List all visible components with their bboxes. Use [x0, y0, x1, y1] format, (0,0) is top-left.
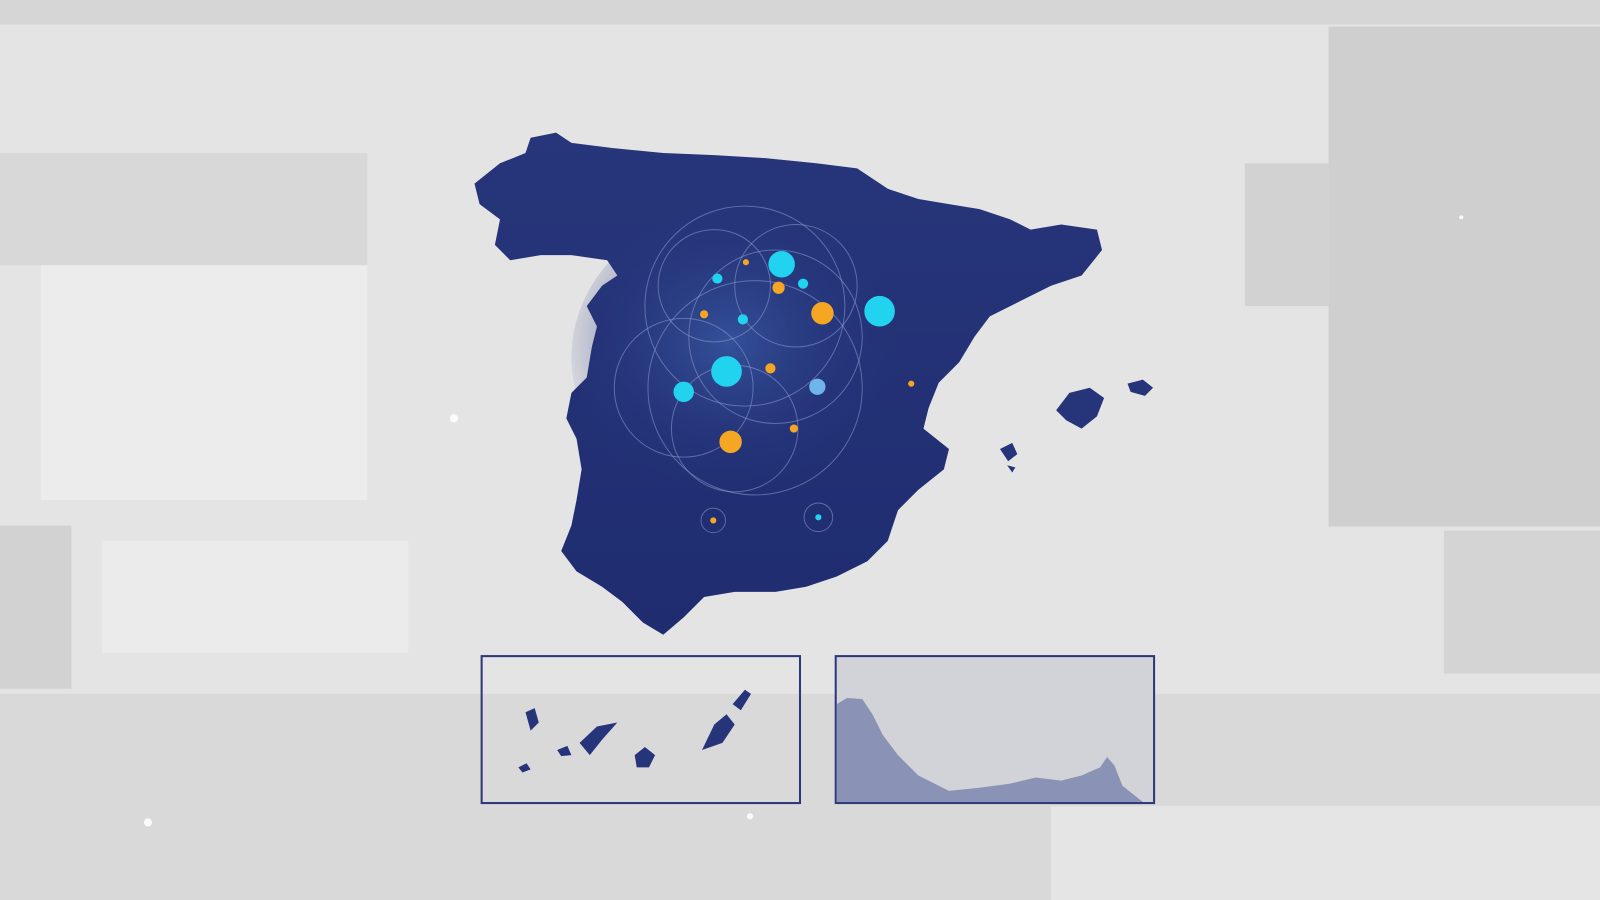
canary-inset	[480, 655, 802, 805]
sparkles	[143, 215, 1464, 827]
ceuta-melilla-inset	[834, 655, 1156, 805]
menorca	[1127, 379, 1154, 396]
glow	[571, 204, 919, 511]
ibiza	[1000, 442, 1018, 473]
mallorca	[1056, 387, 1105, 429]
dots	[673, 251, 915, 524]
